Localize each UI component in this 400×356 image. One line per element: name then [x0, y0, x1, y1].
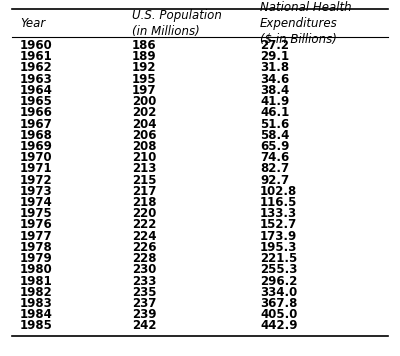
Text: 1967: 1967 [20, 117, 53, 131]
Text: 228: 228 [132, 252, 156, 265]
Text: 367.8: 367.8 [260, 297, 297, 310]
Text: 1969: 1969 [20, 140, 53, 153]
Text: 51.6: 51.6 [260, 117, 289, 131]
Text: 195: 195 [132, 73, 157, 86]
Text: 29.1: 29.1 [260, 50, 289, 63]
Text: 1964: 1964 [20, 84, 53, 97]
Text: 1977: 1977 [20, 230, 53, 243]
Text: 442.9: 442.9 [260, 319, 298, 333]
Text: 221.5: 221.5 [260, 252, 297, 265]
Text: 215: 215 [132, 174, 156, 187]
Text: 230: 230 [132, 263, 156, 276]
Text: 1983: 1983 [20, 297, 53, 310]
Text: 1981: 1981 [20, 274, 53, 288]
Text: 1965: 1965 [20, 95, 53, 108]
Text: 195.3: 195.3 [260, 241, 297, 254]
Text: 1961: 1961 [20, 50, 53, 63]
Text: 233: 233 [132, 274, 156, 288]
Text: Year: Year [20, 17, 45, 30]
Text: 255.3: 255.3 [260, 263, 297, 276]
Text: 334.0: 334.0 [260, 286, 297, 299]
Text: 1976: 1976 [20, 219, 53, 231]
Text: 27.2: 27.2 [260, 39, 289, 52]
Text: 1968: 1968 [20, 129, 53, 142]
Text: 222: 222 [132, 219, 156, 231]
Text: 192: 192 [132, 62, 156, 74]
Text: 210: 210 [132, 151, 156, 164]
Text: 226: 226 [132, 241, 156, 254]
Text: 65.9: 65.9 [260, 140, 289, 153]
Text: 1970: 1970 [20, 151, 53, 164]
Text: 1985: 1985 [20, 319, 53, 333]
Text: 58.4: 58.4 [260, 129, 289, 142]
Text: 237: 237 [132, 297, 156, 310]
Text: 197: 197 [132, 84, 156, 97]
Text: 239: 239 [132, 308, 156, 321]
Text: 1980: 1980 [20, 263, 53, 276]
Text: 92.7: 92.7 [260, 174, 289, 187]
Text: 242: 242 [132, 319, 156, 333]
Text: 74.6: 74.6 [260, 151, 289, 164]
Text: 224: 224 [132, 230, 156, 243]
Text: 1972: 1972 [20, 174, 53, 187]
Text: 1966: 1966 [20, 106, 53, 119]
Text: U.S. Population
(in Millions): U.S. Population (in Millions) [132, 9, 222, 38]
Text: 1984: 1984 [20, 308, 53, 321]
Text: 133.3: 133.3 [260, 207, 297, 220]
Text: 1978: 1978 [20, 241, 53, 254]
Text: 1960: 1960 [20, 39, 53, 52]
Text: 213: 213 [132, 162, 156, 176]
Text: 200: 200 [132, 95, 156, 108]
Text: 1982: 1982 [20, 286, 53, 299]
Text: 235: 235 [132, 286, 156, 299]
Text: 102.8: 102.8 [260, 185, 297, 198]
Text: 1963: 1963 [20, 73, 53, 86]
Text: 202: 202 [132, 106, 156, 119]
Text: 41.9: 41.9 [260, 95, 289, 108]
Text: National Health
Expenditures
($ in Billions): National Health Expenditures ($ in Billi… [260, 1, 352, 46]
Text: 296.2: 296.2 [260, 274, 297, 288]
Text: 186: 186 [132, 39, 157, 52]
Text: 34.6: 34.6 [260, 73, 289, 86]
Text: 173.9: 173.9 [260, 230, 297, 243]
Text: 217: 217 [132, 185, 156, 198]
Text: 46.1: 46.1 [260, 106, 289, 119]
Text: 220: 220 [132, 207, 156, 220]
Text: 405.0: 405.0 [260, 308, 297, 321]
Text: 1975: 1975 [20, 207, 53, 220]
Text: 1973: 1973 [20, 185, 53, 198]
Text: 218: 218 [132, 196, 156, 209]
Text: 82.7: 82.7 [260, 162, 289, 176]
Text: 1974: 1974 [20, 196, 53, 209]
Text: 31.8: 31.8 [260, 62, 289, 74]
Text: 38.4: 38.4 [260, 84, 289, 97]
Text: 1971: 1971 [20, 162, 53, 176]
Text: 204: 204 [132, 117, 156, 131]
Text: 189: 189 [132, 50, 157, 63]
Text: 116.5: 116.5 [260, 196, 297, 209]
Text: 1979: 1979 [20, 252, 53, 265]
Text: 206: 206 [132, 129, 156, 142]
Text: 152.7: 152.7 [260, 219, 297, 231]
Text: 1962: 1962 [20, 62, 53, 74]
Text: 208: 208 [132, 140, 156, 153]
